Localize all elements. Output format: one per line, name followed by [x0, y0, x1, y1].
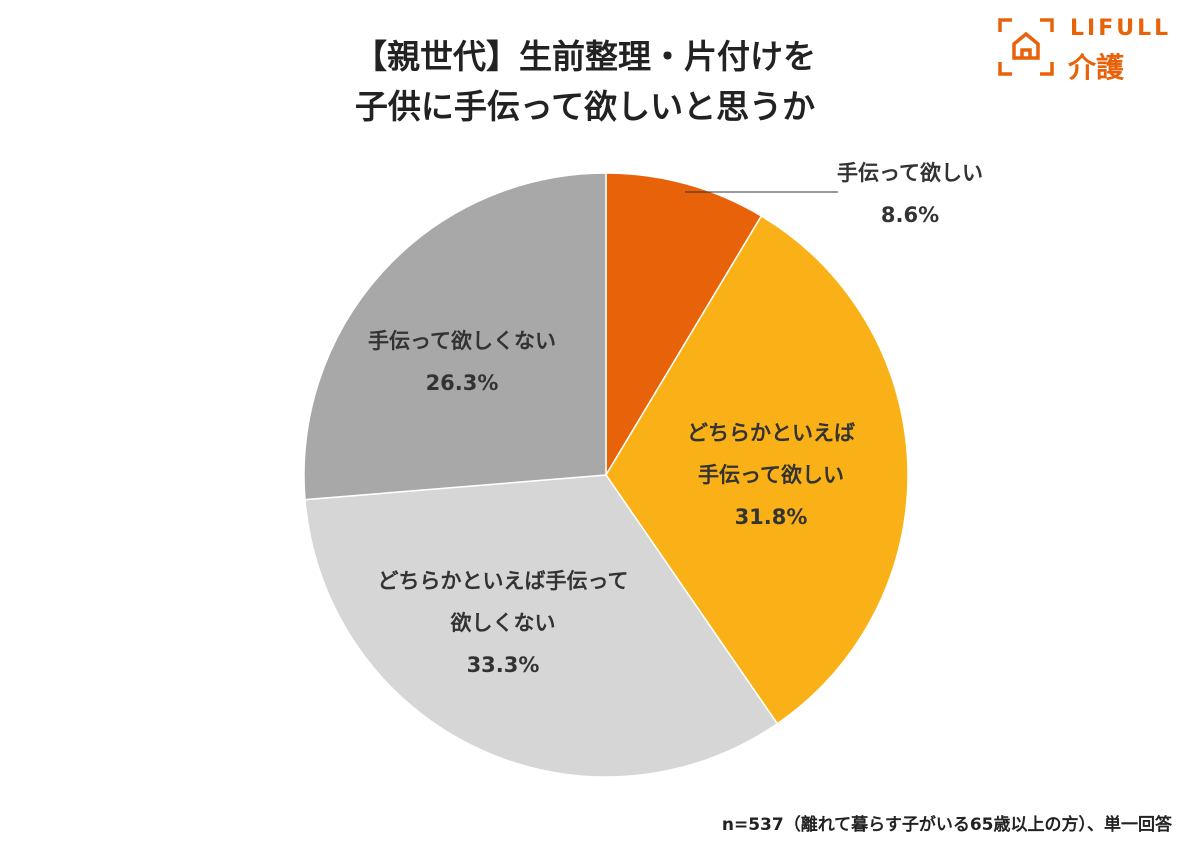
category-label: どちらかといえば 手伝って欲しい — [687, 421, 855, 487]
value-label: 31.8% — [734, 505, 808, 529]
logo-mark — [998, 18, 1054, 76]
pie-slice — [303, 172, 607, 501]
category-label: 手伝って欲しい — [837, 161, 983, 185]
pie-slice — [605, 172, 763, 478]
pie-slice — [605, 214, 909, 725]
slice-label: 手伝って欲しくない 26.3% — [368, 320, 556, 404]
category-label: 手伝って欲しくない — [368, 329, 556, 353]
category-label: どちらかといえば手伝って 欲しくない — [377, 569, 629, 635]
chart-title: 子供に手伝って欲しいと思うか — [354, 87, 816, 126]
chart-title: 【親世代】生前整理・片付けを — [354, 37, 816, 76]
value-label: 26.3% — [425, 371, 499, 395]
logo-service: 介護 — [1068, 51, 1125, 84]
logo-brand: LIFULL — [1070, 16, 1172, 41]
slice-label: どちらかといえば手伝って 欲しくない 33.3% — [378, 560, 629, 686]
slice-label: どちらかといえば 手伝って欲しい 31.8% — [687, 412, 855, 538]
pie-slice — [304, 474, 779, 778]
slice-label: 手伝って欲しい 8.6% — [837, 152, 983, 236]
footnote: n=537（離れて暮らす子がいる65歳以上の方）、単一回答 — [721, 815, 1172, 835]
value-label: 8.6% — [880, 203, 940, 227]
value-label: 33.3% — [466, 653, 540, 677]
